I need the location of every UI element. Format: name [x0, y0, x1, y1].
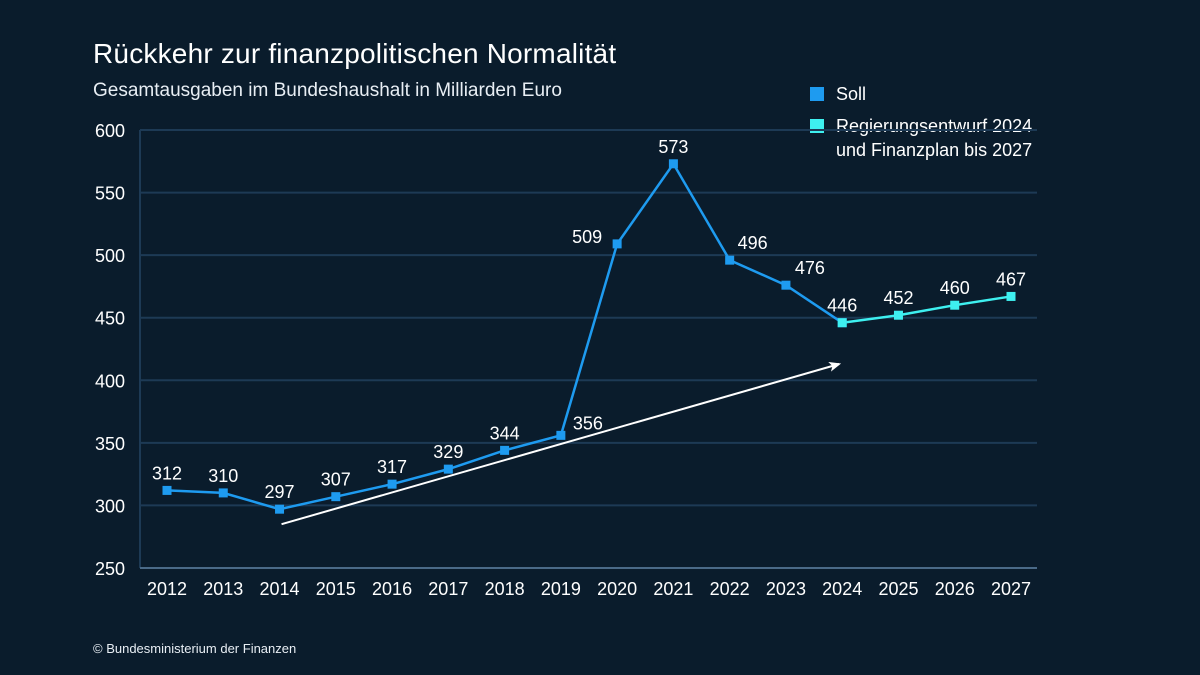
- data-label-2013: 310: [208, 466, 238, 486]
- page-title: Rückkehr zur finanzpolitischen Normalitä…: [93, 38, 617, 69]
- x-tick-label-2018: 2018: [485, 579, 525, 599]
- x-tick-label-2023: 2023: [766, 579, 806, 599]
- x-tick-label-2014: 2014: [260, 579, 300, 599]
- data-point-soll-2016: [387, 479, 397, 489]
- x-tick-label-2026: 2026: [935, 579, 975, 599]
- data-label-2024: 446: [827, 296, 857, 316]
- x-tick-label-2022: 2022: [710, 579, 750, 599]
- data-label-2019: 356: [573, 413, 603, 433]
- data-point-entwurf-2027: [1006, 291, 1016, 301]
- series-lines: [166, 161, 1012, 511]
- data-label-2018: 344: [490, 423, 520, 443]
- data-label-2016: 317: [377, 457, 407, 477]
- data-point-soll-2013: [218, 488, 228, 498]
- data-label-2026: 460: [940, 278, 970, 298]
- data-point-soll-2015: [331, 492, 341, 502]
- data-point-entwurf-2026: [950, 300, 960, 310]
- y-tick-label-400: 400: [95, 371, 125, 391]
- data-label-2022: 496: [738, 233, 768, 253]
- data-point-entwurf-2025: [893, 310, 903, 320]
- x-tick-label-2012: 2012: [147, 579, 187, 599]
- series-line-entwurf: [842, 295, 1012, 324]
- y-tick-label-450: 450: [95, 309, 125, 329]
- y-tick-label-600: 600: [95, 121, 125, 141]
- y-tick-label-300: 300: [95, 496, 125, 516]
- series-markers: [162, 159, 1016, 514]
- data-point-soll-2018: [500, 445, 510, 455]
- x-tick-label-2017: 2017: [428, 579, 468, 599]
- copyright-footer: © Bundesministerium der Finanzen: [93, 641, 297, 656]
- series-line-soll: [166, 161, 843, 511]
- data-label-2020: 509: [572, 227, 602, 247]
- y-tick-label-350: 350: [95, 434, 125, 454]
- data-point-soll-2021: [668, 159, 678, 169]
- data-point-soll-2017: [443, 464, 453, 474]
- data-point-soll-2014: [275, 504, 285, 514]
- data-point-entwurf-2024: [837, 318, 847, 328]
- data-point-soll-2012: [162, 485, 172, 495]
- trend-arrow: [281, 361, 842, 526]
- x-tick-label-2024: 2024: [822, 579, 862, 599]
- data-label-2025: 452: [883, 288, 913, 308]
- y-tick-label-250: 250: [95, 559, 125, 579]
- chart-subtitle: Gesamtausgaben im Bundeshaushalt in Mill…: [93, 80, 562, 101]
- data-label-2021: 573: [658, 137, 688, 157]
- axes: 250 300 350 400 450 500 550 600 2012 2013 2014 2015…: [95, 121, 1037, 599]
- x-tick-label-2020: 2020: [597, 579, 637, 599]
- x-tick-label-2027: 2027: [991, 579, 1031, 599]
- x-tick-label-2019: 2019: [541, 579, 581, 599]
- x-tick-label-2013: 2013: [203, 579, 243, 599]
- y-tick-label-550: 550: [95, 184, 125, 204]
- data-point-soll-2023: [781, 280, 791, 290]
- grid: [140, 129, 1037, 507]
- x-tick-label-2016: 2016: [372, 579, 412, 599]
- x-tick-label-2015: 2015: [316, 579, 356, 599]
- data-point-soll-2020: [612, 239, 622, 249]
- x-tick-label-2021: 2021: [653, 579, 693, 599]
- data-label-2017: 329: [433, 442, 463, 462]
- data-label-2014: 297: [265, 482, 295, 502]
- legend-label-soll: Soll: [836, 84, 867, 104]
- data-label-2023: 476: [795, 258, 825, 278]
- data-label-2012: 312: [152, 463, 182, 483]
- trend-arrow-layer: [281, 361, 842, 526]
- legend-item-soll: Soll: [810, 82, 1032, 106]
- legend-swatch-soll: [810, 87, 824, 101]
- data-point-soll-2022: [725, 255, 735, 265]
- y-tick-label-500: 500: [95, 246, 125, 266]
- data-point-soll-2019: [556, 430, 566, 440]
- data-label-2015: 307: [321, 470, 351, 490]
- data-label-2027: 467: [996, 269, 1026, 289]
- x-tick-label-2025: 2025: [878, 579, 918, 599]
